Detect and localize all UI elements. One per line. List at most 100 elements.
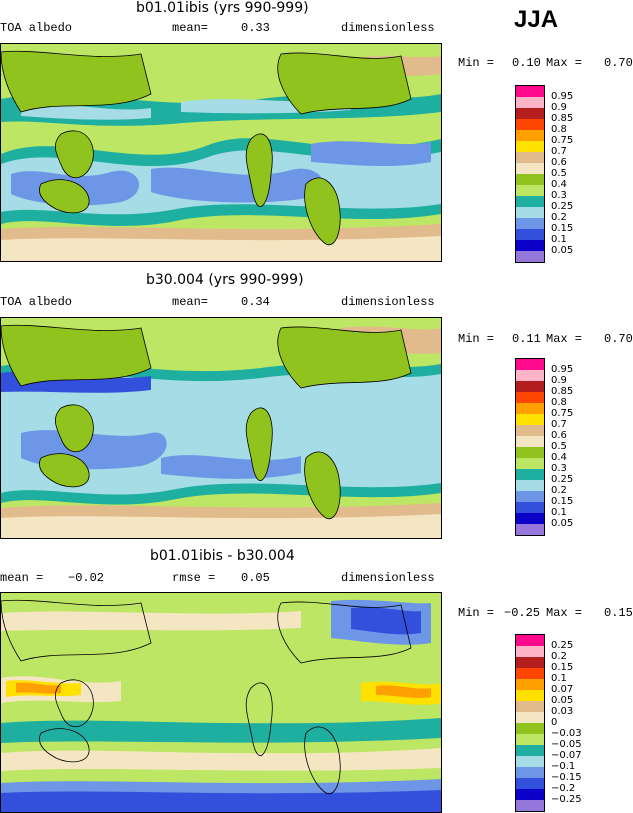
- panel-1-swatch: [516, 218, 544, 229]
- panel-2-swatch: [516, 480, 544, 491]
- panel-3-legend-label: −0.05: [551, 739, 582, 750]
- panel-2-legend-label: 0.75: [551, 408, 574, 419]
- panel-3-legend-label: 0.05: [551, 695, 574, 706]
- panel-1-swatch: [516, 152, 544, 163]
- panel-3-legend-label: −0.07: [551, 750, 582, 761]
- panel-2-min-label: Min =: [458, 332, 495, 346]
- panel-3-legend-label: 0.2: [551, 651, 567, 662]
- panel-2-swatch: [516, 370, 544, 381]
- panel-3-legend-label: 0.03: [551, 706, 574, 717]
- panel-2-legend-label: 0.15: [551, 496, 574, 507]
- panel-1-legend-label: 0.6: [551, 157, 567, 168]
- panel-3-title: b01.01ibis - b30.004: [150, 548, 295, 564]
- panel-1-field-label: TOA albedo: [0, 21, 73, 35]
- season-label: JJA: [514, 6, 559, 33]
- panel-2-swatch: [516, 414, 544, 425]
- panel-1-max-label: Max =: [546, 56, 583, 70]
- panel-1-swatch: [516, 207, 544, 218]
- panel-3-min-label: Min =: [458, 606, 495, 620]
- panel-1-legend-label: 0.8: [551, 124, 567, 135]
- panel-2-swatch: [516, 425, 544, 436]
- panel-3-mean-value: −0.02: [68, 571, 105, 585]
- panel-2-swatch: [516, 502, 544, 513]
- panel-1-legend-label: 0.5: [551, 168, 567, 179]
- panel-1-title: b01.01ibis (yrs 990-999): [136, 0, 309, 16]
- panel-2-legend-bar: [515, 358, 545, 536]
- panel-2-mean-value: 0.34: [241, 295, 270, 309]
- panel-2-legend-label: 0.2: [551, 485, 567, 496]
- panel-1-legend-label: 0.2: [551, 212, 567, 223]
- panel-1-swatch: [516, 97, 544, 108]
- panel-1-legend-label: 0.75: [551, 135, 574, 146]
- panel-3-swatch: [516, 701, 544, 712]
- panel-3-legend-label: 0: [551, 717, 558, 728]
- panel-2-legend-label: 0.5: [551, 441, 567, 452]
- panel-2-swatch: [516, 436, 544, 447]
- panel-1-swatch: [516, 229, 544, 240]
- panel-1-swatch: [516, 141, 544, 152]
- panel-1-swatch: [516, 251, 544, 262]
- panel-1-swatch: [516, 196, 544, 207]
- panel-3-map: [0, 592, 442, 813]
- panel-3-legend-label: 0.07: [551, 684, 574, 695]
- panel-1-swatch: [516, 119, 544, 130]
- panel-2-min-value: 0.11: [512, 332, 541, 346]
- panel-3-legend-label: −0.03: [551, 728, 582, 739]
- panel-1-swatch: [516, 108, 544, 119]
- panel-3-swatch: [516, 778, 544, 789]
- panel-2-units: dimensionless: [341, 295, 435, 309]
- panel-3-legend-bar: [515, 634, 545, 812]
- panel-2-swatch: [516, 447, 544, 458]
- panel-1-legend-label: 0.95: [551, 91, 574, 102]
- panel-1-legend-label: 0.4: [551, 179, 567, 190]
- panel-1-mean-value: 0.33: [241, 21, 270, 35]
- panel-1-legend-label: 0.15: [551, 223, 574, 234]
- panel-3-swatch: [516, 734, 544, 745]
- panel-2-field-label: TOA albedo: [0, 295, 73, 309]
- panel-1-legend-bar: [515, 85, 545, 263]
- panel-1-max-value: 0.70: [604, 56, 633, 70]
- panel-3-swatch: [516, 756, 544, 767]
- panel-3-legend-label: −0.15: [551, 772, 582, 783]
- panel-2-legend-label: 0.8: [551, 397, 567, 408]
- panel-3-max-value: 0.15: [604, 606, 633, 620]
- panel-3-swatch: [516, 800, 544, 811]
- panel-2-legend-label: 0.9: [551, 375, 567, 386]
- panel-2-legend-label: 0.7: [551, 419, 567, 430]
- panel-3-swatch: [516, 789, 544, 800]
- panel-3-swatch: [516, 690, 544, 701]
- panel-2-swatch: [516, 458, 544, 469]
- panel-2-max-value: 0.70: [604, 332, 633, 346]
- panel-1-swatch: [516, 185, 544, 196]
- panel-1-legend-label: 0.1: [551, 234, 567, 245]
- panel-3-legend-label: −0.1: [551, 761, 576, 772]
- panel-2-swatch: [516, 469, 544, 480]
- panel-1-swatch: [516, 163, 544, 174]
- panel-1-legend-label: 0.3: [551, 190, 567, 201]
- panel-1-min-value: 0.10: [512, 56, 541, 70]
- panel-2-legend-label: 0.95: [551, 364, 574, 375]
- panel-3-swatch: [516, 635, 544, 646]
- panel-3-mean-label: mean =: [0, 571, 44, 585]
- panel-1-swatch: [516, 240, 544, 251]
- panel-2-title: b30.004 (yrs 990-999): [146, 272, 304, 288]
- panel-1-units: dimensionless: [341, 21, 435, 35]
- panel-1-legend-label: 0.05: [551, 245, 574, 256]
- panel-2-swatch: [516, 359, 544, 370]
- panel-2-legend-label: 0.25: [551, 474, 574, 485]
- panel-3-swatch: [516, 668, 544, 679]
- panel-3-swatch: [516, 646, 544, 657]
- panel-3-swatch: [516, 767, 544, 778]
- panel-2-legend-label: 0.4: [551, 452, 567, 463]
- panel-1-min-label: Min =: [458, 56, 495, 70]
- panel-2-swatch: [516, 491, 544, 502]
- panel-2-swatch: [516, 513, 544, 524]
- panel-3-swatch: [516, 712, 544, 723]
- panel-1-swatch: [516, 174, 544, 185]
- panel-3-rmse-label: rmse =: [172, 571, 216, 585]
- panel-3-swatch: [516, 679, 544, 690]
- panel-3-legend-label: 0.25: [551, 640, 574, 651]
- panel-3-min-value: −0.25: [504, 606, 541, 620]
- panel-2-swatch: [516, 403, 544, 414]
- panel-2-swatch: [516, 381, 544, 392]
